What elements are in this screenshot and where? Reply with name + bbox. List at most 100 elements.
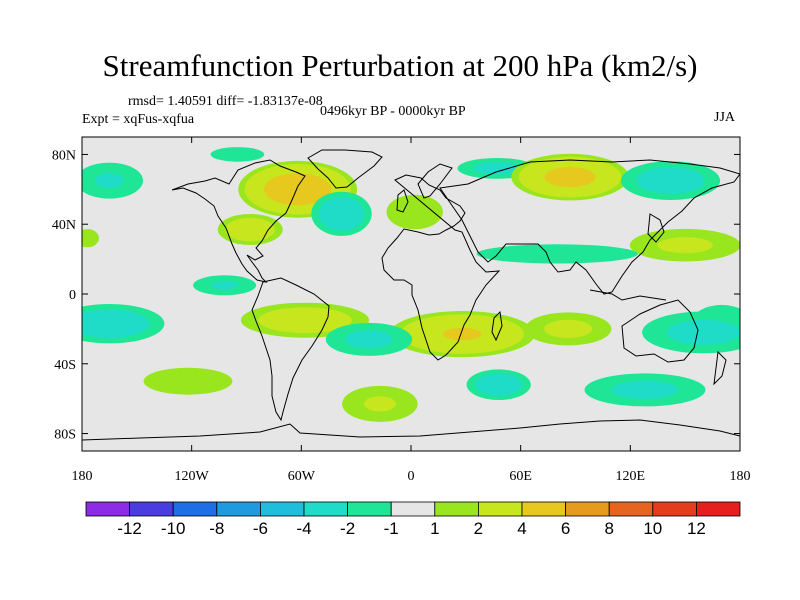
colorbar-swatch	[652, 501, 697, 517]
anomaly-cell	[82, 162, 143, 199]
contour-fill	[611, 380, 679, 399]
y-tick-label: 40N	[52, 218, 76, 233]
anomaly-cell	[389, 311, 535, 358]
period-label: 0496kyr BP - 0000kyr BP	[320, 104, 466, 119]
contour-fill	[475, 373, 523, 396]
contour-fill	[225, 217, 275, 242]
scandinavia-coast	[417, 163, 453, 199]
contour-fill	[143, 367, 233, 395]
north-america-coast	[171, 159, 306, 283]
anomaly-cell	[82, 229, 99, 248]
contour-fill	[386, 194, 443, 230]
contour-fill	[544, 167, 596, 188]
anomaly-cell	[325, 322, 413, 356]
colorbar-swatch	[565, 501, 610, 517]
madagascar-coast	[491, 310, 503, 342]
colorbar-label: 6	[561, 519, 570, 538]
colorbar-swatch	[434, 501, 479, 517]
chart-title: Streamfunction Perturbation at 200 hPa (…	[102, 48, 698, 83]
contour-fill	[363, 396, 396, 412]
colorbar-label: -6	[253, 519, 268, 538]
colorbar-swatch	[303, 501, 348, 517]
new-zealand-coast	[713, 350, 727, 386]
britain-coast	[396, 189, 409, 213]
y-tick-label: 80S	[54, 428, 76, 443]
anomaly-cell	[642, 311, 740, 354]
anomaly-cell	[193, 275, 257, 296]
contour-fill	[211, 281, 238, 290]
asia-coast	[439, 159, 740, 295]
streamfunction-field	[82, 147, 740, 422]
y-tick-label: 80N	[52, 148, 76, 163]
colorbar-label: 2	[474, 519, 483, 538]
colorbar-label: -8	[209, 519, 224, 538]
colorbar-label: 10	[643, 519, 662, 538]
x-tick-label: 60E	[509, 469, 532, 484]
anomaly-cell	[311, 191, 372, 236]
colorbar-label: 1	[430, 519, 439, 538]
colorbar-label: -1	[384, 519, 399, 538]
x-tick-label: 180	[730, 469, 751, 484]
anomaly-cell	[210, 147, 265, 162]
contour-fill	[210, 147, 265, 162]
axes: 180 120W 60W 0 60E 120E 180 80N 40N 0 40S 80S	[52, 137, 751, 484]
anomaly-cell	[511, 153, 629, 201]
anomaly-cell	[386, 194, 443, 230]
colorbar-label: 4	[517, 519, 526, 538]
contour-fill	[544, 319, 593, 338]
contour-fill	[657, 237, 713, 254]
contour-fill	[442, 327, 482, 341]
colorbar-swatch	[259, 501, 305, 517]
colorbar-swatch	[347, 501, 392, 517]
colorbar-swatch	[129, 501, 174, 517]
x-tick-label: 120W	[175, 469, 210, 484]
rmsd-diff-stats: rmsd= 1.40591 diff= -1.83137e-08	[128, 94, 323, 109]
japan-coast	[647, 213, 665, 243]
anomaly-cell	[82, 304, 165, 344]
south-america-coast	[251, 277, 330, 422]
anomaly-cell	[584, 373, 706, 407]
contour-fill	[476, 244, 638, 264]
anomaly-cell	[476, 244, 638, 264]
contour-fill	[345, 330, 393, 349]
colorbar-label: -10	[161, 519, 186, 538]
anomaly-cell	[629, 228, 740, 262]
y-tick-label: 40S	[54, 358, 76, 373]
colorbar-swatch	[608, 501, 654, 517]
anomaly-cell	[238, 160, 358, 218]
colorbar-label: -4	[296, 519, 311, 538]
colorbar: -12 -10 -8 -6 -4 -2 -1 1 2 4 6 8 10 12	[85, 501, 741, 538]
colorbar-swatch	[390, 501, 436, 517]
colorbar-swatch	[85, 501, 130, 517]
colorbar-label: -12	[117, 519, 142, 538]
anomaly-cell	[143, 367, 233, 395]
contour-fill	[95, 173, 124, 189]
contour-fill	[318, 196, 365, 231]
contour-fill	[666, 319, 740, 345]
colorbar-swatch	[521, 501, 566, 517]
europe-africa-coast	[381, 174, 501, 361]
colorbar-label: 12	[687, 519, 706, 538]
anomaly-cell	[466, 369, 531, 401]
contour-fill	[264, 173, 332, 206]
contour-fill	[82, 309, 150, 339]
anomaly-cell	[525, 312, 612, 346]
coastlines	[82, 149, 740, 441]
colorbar-label: -2	[340, 519, 355, 538]
antarctica-coast	[82, 419, 740, 441]
contour-fill	[473, 162, 521, 175]
colorbar-label: 8	[604, 519, 613, 538]
colorbar-swatch	[216, 501, 261, 517]
experiment-label: Expt = xqFus-xqfua	[82, 112, 195, 127]
colorbar-swatch	[172, 501, 218, 517]
x-tick-label: 60W	[288, 469, 316, 484]
contour-fill	[636, 167, 705, 194]
anomaly-cell	[620, 161, 721, 201]
season-label: JJA	[714, 110, 736, 125]
contour-fill	[82, 229, 99, 248]
anomaly-cell	[342, 385, 418, 422]
anomaly-cell	[217, 214, 283, 245]
x-tick-label: 120E	[616, 469, 646, 484]
greenland-coast	[307, 149, 383, 189]
